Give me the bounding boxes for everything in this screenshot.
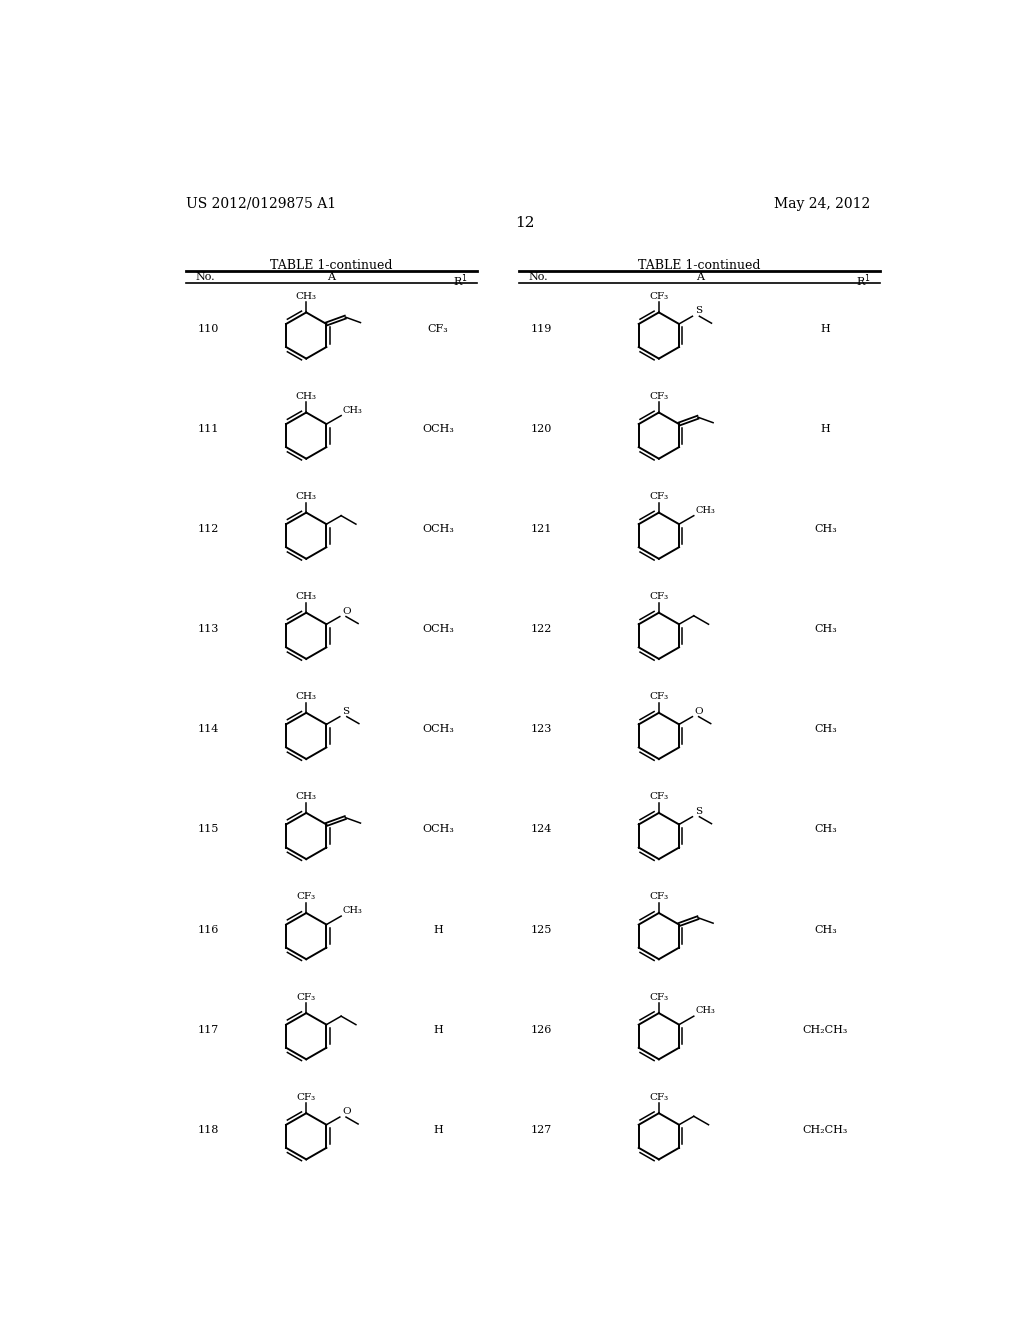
Text: CH₃: CH₃ [814, 725, 837, 734]
Text: 118: 118 [198, 1125, 219, 1135]
Text: CH₃: CH₃ [296, 792, 316, 801]
Text: OCH₃: OCH₃ [422, 624, 454, 634]
Text: O: O [342, 607, 351, 615]
Text: CH₃: CH₃ [814, 924, 837, 935]
Text: 114: 114 [198, 725, 219, 734]
Text: CH₂CH₃: CH₂CH₃ [803, 1125, 848, 1135]
Text: 123: 123 [531, 725, 552, 734]
Text: 121: 121 [531, 524, 552, 535]
Text: TABLE 1-continued: TABLE 1-continued [638, 259, 761, 272]
Text: CH₃: CH₃ [296, 492, 316, 502]
Text: CH₃: CH₃ [343, 405, 362, 414]
Text: CF₃: CF₃ [649, 692, 669, 701]
Text: CH₃: CH₃ [343, 907, 362, 915]
Text: 112: 112 [198, 524, 219, 535]
Text: US 2012/0129875 A1: US 2012/0129875 A1 [186, 197, 336, 211]
Text: CF₃: CF₃ [649, 1093, 669, 1102]
Text: R$^1$: R$^1$ [856, 272, 870, 289]
Text: 113: 113 [198, 624, 219, 634]
Text: CH₃: CH₃ [296, 292, 316, 301]
Text: CF₃: CF₃ [649, 392, 669, 401]
Text: O: O [694, 708, 703, 715]
Text: S: S [342, 708, 349, 715]
Text: TABLE 1-continued: TABLE 1-continued [270, 259, 392, 272]
Text: No.: No. [528, 272, 548, 282]
Text: 117: 117 [198, 1024, 219, 1035]
Text: May 24, 2012: May 24, 2012 [774, 197, 870, 211]
Text: OCH₃: OCH₃ [422, 725, 454, 734]
Text: CH₃: CH₃ [695, 506, 715, 515]
Text: R$^1$: R$^1$ [453, 272, 467, 289]
Text: CF₃: CF₃ [297, 1093, 315, 1102]
Text: CF₃: CF₃ [649, 993, 669, 1002]
Text: CF₃: CF₃ [428, 323, 449, 334]
Text: CF₃: CF₃ [649, 593, 669, 601]
Text: H: H [433, 924, 442, 935]
Text: H: H [820, 323, 830, 334]
Text: OCH₃: OCH₃ [422, 825, 454, 834]
Text: 116: 116 [198, 924, 219, 935]
Text: 12: 12 [515, 216, 535, 230]
Text: CF₃: CF₃ [649, 492, 669, 502]
Text: CF₃: CF₃ [649, 892, 669, 902]
Text: CH₃: CH₃ [296, 692, 316, 701]
Text: 125: 125 [531, 924, 552, 935]
Text: O: O [342, 1107, 351, 1117]
Text: H: H [433, 1125, 442, 1135]
Text: CH₃: CH₃ [814, 524, 837, 535]
Text: 120: 120 [531, 424, 552, 434]
Text: A: A [695, 272, 703, 282]
Text: S: S [694, 807, 701, 816]
Text: OCH₃: OCH₃ [422, 424, 454, 434]
Text: CH₃: CH₃ [296, 593, 316, 601]
Text: OCH₃: OCH₃ [422, 524, 454, 535]
Text: A: A [328, 272, 336, 282]
Text: CF₃: CF₃ [297, 993, 315, 1002]
Text: CH₃: CH₃ [296, 392, 316, 401]
Text: CF₃: CF₃ [649, 292, 669, 301]
Text: 124: 124 [531, 825, 552, 834]
Text: CH₃: CH₃ [695, 1006, 715, 1015]
Text: 111: 111 [198, 424, 219, 434]
Text: CH₃: CH₃ [814, 825, 837, 834]
Text: 119: 119 [531, 323, 552, 334]
Text: 122: 122 [531, 624, 552, 634]
Text: CF₃: CF₃ [649, 792, 669, 801]
Text: No.: No. [196, 272, 215, 282]
Text: CH₂CH₃: CH₂CH₃ [803, 1024, 848, 1035]
Text: H: H [433, 1024, 442, 1035]
Text: 127: 127 [531, 1125, 552, 1135]
Text: H: H [820, 424, 830, 434]
Text: 115: 115 [198, 825, 219, 834]
Text: 110: 110 [198, 323, 219, 334]
Text: CH₃: CH₃ [814, 624, 837, 634]
Text: 126: 126 [531, 1024, 552, 1035]
Text: CF₃: CF₃ [297, 892, 315, 902]
Text: S: S [694, 306, 701, 315]
